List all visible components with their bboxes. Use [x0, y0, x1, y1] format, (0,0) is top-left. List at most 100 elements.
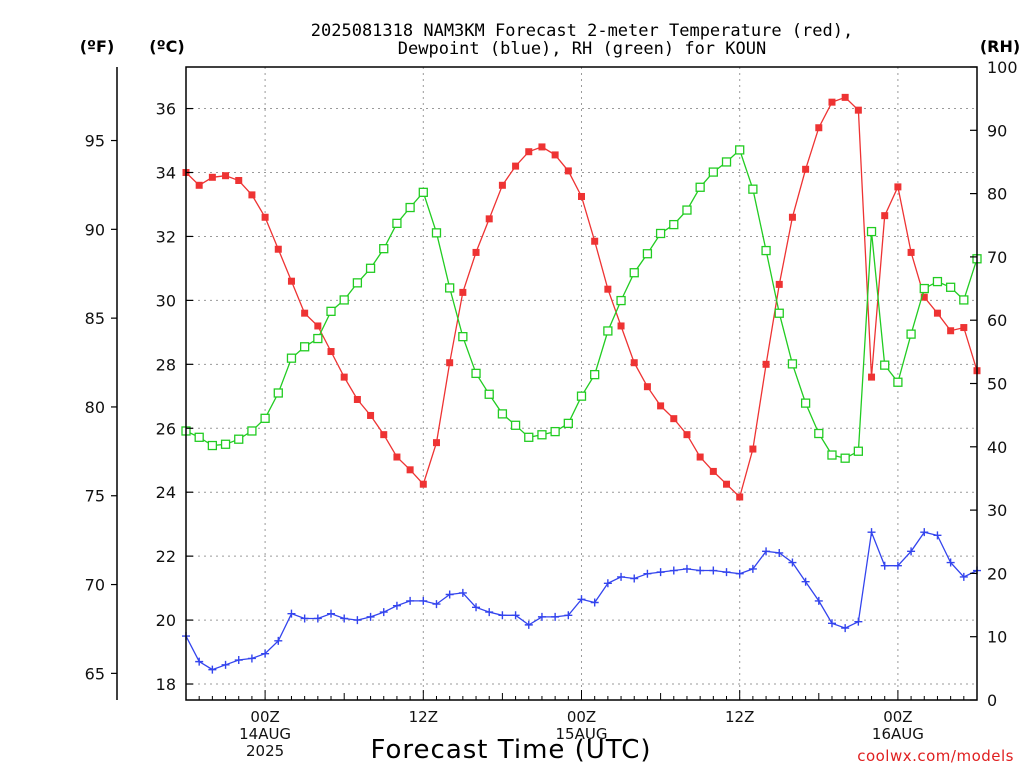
dewpoint-point	[445, 590, 454, 599]
temperature-point	[802, 165, 810, 173]
temperature-point	[657, 402, 665, 410]
celsius-tick-label: 24	[156, 483, 176, 502]
rh-point	[524, 432, 534, 442]
dewpoint-point	[801, 577, 810, 586]
temperature-point	[222, 172, 230, 180]
temperature-point	[340, 373, 348, 381]
rh-point	[207, 440, 218, 451]
temperature-point	[525, 148, 533, 156]
temperature-point	[512, 162, 520, 170]
temperature-point	[762, 360, 770, 368]
rh-point	[945, 282, 956, 292]
rh-point	[458, 332, 468, 342]
rh-point	[629, 268, 639, 278]
celsius-unit-label: (ºC)	[149, 37, 184, 56]
dewpoint-point	[946, 558, 955, 567]
rh-point	[748, 184, 758, 194]
chart-title-line-2: Dewpoint (blue), RH (green) for KOUN	[398, 39, 766, 59]
dewpoint-point	[221, 660, 230, 669]
fahrenheit-tick-label: 65	[85, 664, 105, 683]
fahrenheit-tick-label: 80	[85, 398, 105, 417]
temperature-point	[749, 445, 757, 453]
temperature-point	[248, 191, 256, 199]
fahrenheit-unit-label: (ºF)	[80, 37, 115, 56]
dewpoint-point	[234, 656, 243, 665]
dewpoint-point	[366, 612, 375, 621]
temperature-point	[854, 106, 862, 114]
rh-point	[405, 202, 415, 213]
temperature-point	[788, 213, 796, 221]
rh-point	[352, 278, 363, 288]
celsius-tick-label: 20	[156, 611, 176, 630]
rh-point	[537, 430, 547, 440]
rh-tick-label: 10	[987, 628, 1007, 647]
fahrenheit-tick-label: 85	[85, 309, 105, 328]
rh-point	[906, 329, 916, 339]
x-tick-label: 12Z	[725, 708, 754, 726]
dewpoint-point	[854, 617, 863, 626]
temperature-point	[301, 309, 309, 317]
temperature-point	[446, 359, 454, 367]
x-tick-label: 16AUG	[872, 725, 924, 743]
rh-point	[286, 353, 297, 363]
dewpoint-point	[762, 547, 771, 556]
rh-point	[774, 308, 784, 318]
rh-tick-label: 60	[987, 311, 1007, 330]
celsius-tick-label: 18	[156, 675, 176, 694]
temperature-point	[736, 493, 744, 501]
temperature-point	[538, 143, 546, 151]
dewpoint-point	[959, 572, 968, 581]
dewpoint-point	[893, 561, 902, 570]
x-tick-label: 12Z	[409, 708, 438, 726]
rh-point	[827, 450, 837, 460]
rh-point	[616, 295, 626, 306]
rh-tick-label: 0	[987, 691, 997, 710]
dewpoint-point	[841, 624, 850, 633]
temperature-point	[947, 327, 955, 335]
dewpoint-point	[630, 574, 639, 583]
temperature-point	[432, 439, 440, 447]
temperature-point	[617, 322, 625, 330]
temperature-point	[353, 395, 361, 403]
temperature-point	[696, 453, 704, 461]
dewpoint-point	[458, 588, 467, 597]
temperature-point	[775, 280, 783, 288]
dewpoint-point	[498, 611, 507, 620]
rh-point	[220, 439, 231, 449]
rh-tick-label: 20	[987, 564, 1007, 583]
fahrenheit-tick-label: 70	[85, 576, 105, 595]
dewpoint-point	[880, 561, 889, 570]
rh-tick-label: 100	[987, 58, 1018, 77]
temperature-point	[274, 245, 282, 253]
temperature-point	[881, 212, 889, 220]
rh-point	[880, 360, 890, 370]
temperature-point	[261, 213, 269, 221]
rh-point	[814, 428, 824, 439]
temperature-point	[643, 383, 651, 391]
dewpoint-point	[735, 569, 744, 578]
dewpoint-point	[617, 572, 626, 581]
celsius-tick-label: 34	[156, 164, 176, 183]
rh-point	[590, 369, 600, 380]
dewpoint-point	[920, 528, 929, 537]
temperature-point	[630, 359, 638, 367]
fahrenheit-tick-label: 90	[85, 220, 105, 239]
rh-point	[445, 283, 455, 293]
temperature-point	[578, 192, 585, 200]
celsius-tick-label: 28	[156, 355, 176, 374]
dewpoint-point	[432, 600, 441, 609]
rh-point	[669, 219, 679, 230]
rh-point	[655, 228, 666, 239]
rh-tick-label: 30	[987, 501, 1007, 520]
dewpoint-point	[327, 609, 336, 618]
dewpoint-point	[524, 620, 533, 629]
dewpoint-point	[551, 612, 560, 621]
dewpoint-point	[406, 596, 415, 605]
rh-point	[234, 434, 244, 444]
grid-layer	[186, 67, 977, 700]
rh-point	[392, 218, 402, 229]
source-credit: coolwx.com/models	[857, 747, 1014, 765]
dewpoint-point	[274, 636, 283, 645]
temperature-point	[380, 431, 388, 439]
rh-point	[299, 342, 310, 352]
